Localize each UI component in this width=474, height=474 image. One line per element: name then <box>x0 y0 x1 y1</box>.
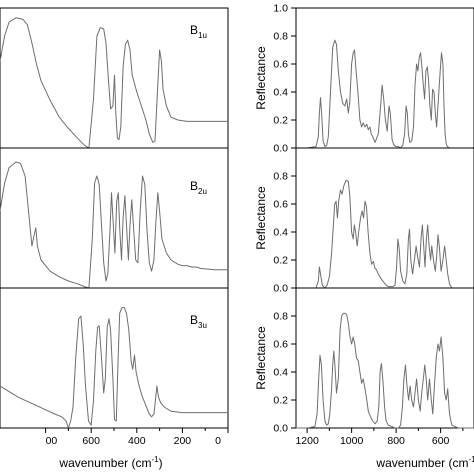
left-top-panel-label: B1u <box>190 23 207 40</box>
right-x-axis: 1200 1000 800 600 <box>295 428 464 447</box>
right-y-axes: 0.0 0.2 0.4 0.6 0.8 1.0 0.0 0.2 0.4 0.6 0.8 0.0 0.2 0… <box>273 3 296 435</box>
right-bottom-frame <box>295 287 474 429</box>
left-x-axis-label: wavenumber (cm-1) <box>58 455 162 470</box>
left-top-spectrum-line <box>0 17 228 149</box>
right-bottom-y-axis-label: Reflectance <box>254 326 268 390</box>
right-y-tick-label: 0.2 <box>273 395 288 407</box>
right-panel-middle: Reflectance <box>254 147 474 289</box>
right-top-y-axis-label: Reflectance <box>254 46 268 110</box>
right-x-tick-label: 600 <box>432 435 450 447</box>
right-middle-y-axis-label: Reflectance <box>254 186 268 250</box>
right-bottom-reflectance-line <box>296 312 474 429</box>
right-y-tick-label: 0.8 <box>273 31 288 43</box>
right-y-tick-label: 0.0 <box>273 423 288 435</box>
right-y-tick-label: 0.8 <box>273 311 288 323</box>
right-y-tick-label: 0.0 <box>273 143 288 155</box>
right-x-axis-label: wavenumber (cm-1) <box>375 455 474 470</box>
left-middle-spectrum-line <box>0 161 228 289</box>
left-x-tick-label: 200 <box>174 435 192 447</box>
left-x-tick-label: 600 <box>82 435 100 447</box>
left-middle-panel-label: B2u <box>190 179 207 196</box>
left-panel-top: B1u <box>0 7 229 149</box>
right-x-tick-label: 800 <box>387 435 405 447</box>
right-y-tick-label: 0.4 <box>273 367 288 379</box>
left-bottom-spectrum-line <box>0 307 228 429</box>
right-y-tick-label: 0.6 <box>273 339 288 351</box>
right-x-tick-label: 1000 <box>340 435 364 447</box>
right-y-tick-label: 0.4 <box>273 87 288 99</box>
left-x-tick-label: 0 <box>215 435 221 447</box>
left-panel-bottom: B3u <box>0 287 229 429</box>
right-panel-bottom: Reflectance <box>254 287 474 429</box>
left-panel-middle: B2u <box>0 147 229 289</box>
left-bottom-panel-label: B3u <box>190 313 207 330</box>
right-y-tick-label: 0.2 <box>273 255 288 267</box>
right-y-tick-label: 1.0 <box>273 3 288 15</box>
right-y-tick-label: 0.6 <box>273 59 288 71</box>
right-panel-top: Reflectance <box>254 7 474 149</box>
right-y-tick-label: 0.0 <box>273 283 288 295</box>
right-y-tick-label: 0.2 <box>273 115 288 127</box>
right-x-tick-label: 1200 <box>295 435 319 447</box>
right-y-tick-label: 0.4 <box>273 227 288 239</box>
right-top-reflectance-line <box>296 39 474 149</box>
right-middle-reflectance-line <box>296 179 474 289</box>
left-x-tick-label: 400 <box>128 435 146 447</box>
left-x-tick-label: 00 <box>46 435 58 447</box>
right-y-tick-label: 0.8 <box>273 171 288 183</box>
right-y-tick-label: 0.6 <box>273 199 288 211</box>
left-x-axis: 00 600 400 200 0 <box>45 428 229 447</box>
